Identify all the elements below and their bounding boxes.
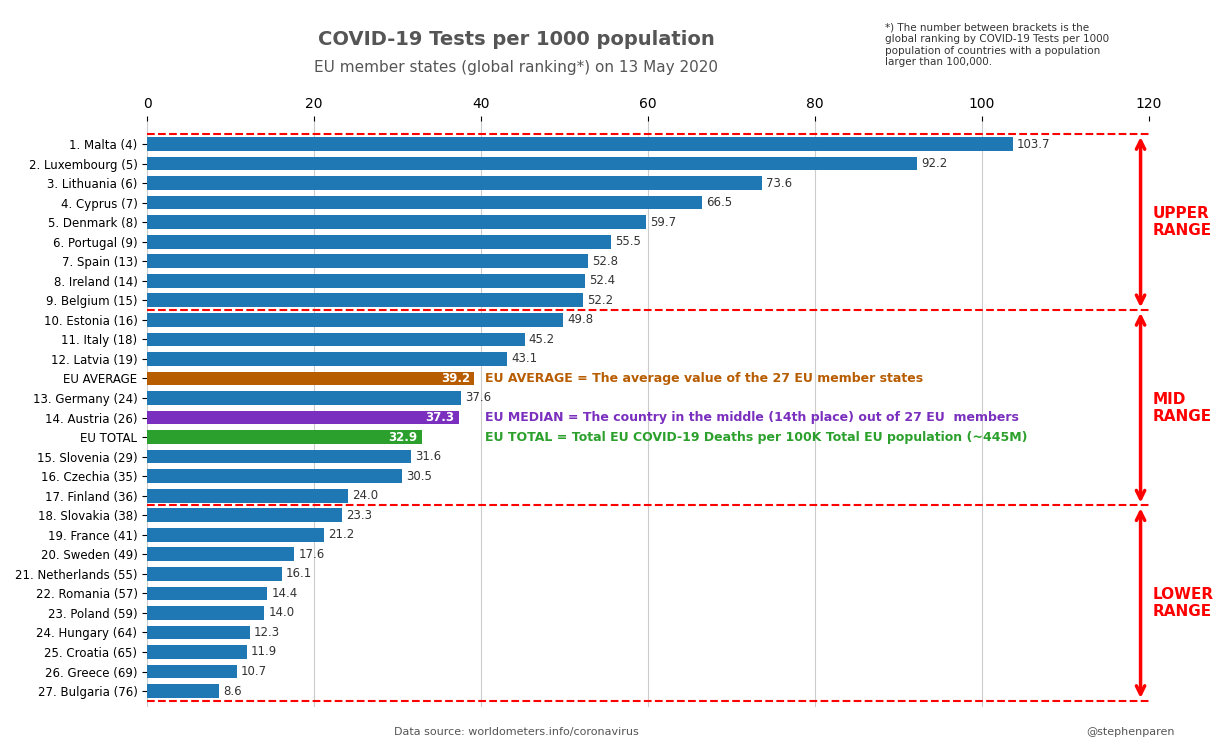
Text: LOWER
RANGE: LOWER RANGE bbox=[1153, 587, 1214, 619]
Text: 21.2: 21.2 bbox=[328, 528, 355, 541]
Bar bbox=[147, 508, 342, 522]
Text: EU member states (global ranking*) on 13 May 2020: EU member states (global ranking*) on 13… bbox=[315, 60, 718, 74]
Bar bbox=[147, 684, 219, 698]
Text: 52.4: 52.4 bbox=[589, 275, 614, 287]
Text: EU AVERAGE = The average value of the 27 EU member states: EU AVERAGE = The average value of the 27… bbox=[485, 372, 923, 385]
Text: @stephenparen: @stephenparen bbox=[1086, 727, 1175, 737]
Text: EU TOTAL = Total EU COVID-19 Deaths per 100K Total EU population (~445M): EU TOTAL = Total EU COVID-19 Deaths per … bbox=[485, 431, 1027, 443]
Bar bbox=[147, 645, 247, 659]
Bar bbox=[147, 606, 264, 620]
Text: 24.0: 24.0 bbox=[351, 489, 377, 502]
Bar bbox=[147, 430, 422, 444]
Text: 59.7: 59.7 bbox=[650, 216, 676, 228]
Text: 52.8: 52.8 bbox=[592, 254, 618, 268]
Text: 30.5: 30.5 bbox=[406, 469, 431, 483]
Bar bbox=[147, 352, 508, 366]
Text: *) The number between brackets is the
global ranking by COVID-19 Tests per 1000
: *) The number between brackets is the gl… bbox=[885, 22, 1109, 67]
Bar bbox=[147, 411, 458, 424]
Text: 92.2: 92.2 bbox=[921, 157, 948, 170]
Text: 37.3: 37.3 bbox=[425, 411, 455, 424]
Text: COVID-19 Tests per 1000 population: COVID-19 Tests per 1000 population bbox=[318, 30, 714, 49]
Bar bbox=[147, 215, 645, 229]
Text: 103.7: 103.7 bbox=[1018, 138, 1051, 150]
Text: 12.3: 12.3 bbox=[254, 626, 280, 639]
Text: 43.1: 43.1 bbox=[511, 353, 537, 365]
Text: 11.9: 11.9 bbox=[251, 646, 277, 658]
Text: 10.7: 10.7 bbox=[241, 665, 267, 678]
Text: 16.1: 16.1 bbox=[286, 568, 312, 580]
Text: 37.6: 37.6 bbox=[466, 391, 492, 405]
Text: 23.3: 23.3 bbox=[345, 509, 372, 522]
Bar bbox=[147, 528, 324, 542]
Text: 39.2: 39.2 bbox=[441, 372, 471, 385]
Bar bbox=[147, 157, 917, 170]
Bar bbox=[147, 176, 762, 190]
Text: 14.0: 14.0 bbox=[268, 606, 295, 620]
Text: 55.5: 55.5 bbox=[614, 235, 640, 248]
Bar bbox=[147, 235, 611, 248]
Bar bbox=[147, 274, 585, 288]
Bar bbox=[147, 489, 348, 502]
Text: 73.6: 73.6 bbox=[766, 176, 791, 190]
Bar bbox=[147, 333, 525, 346]
Text: Data source: worldometers.info/coronavirus: Data source: worldometers.info/coronavir… bbox=[393, 727, 639, 737]
Bar bbox=[147, 586, 268, 600]
Text: 32.9: 32.9 bbox=[388, 431, 418, 443]
Bar bbox=[147, 626, 249, 639]
Bar bbox=[147, 313, 563, 327]
Bar bbox=[147, 293, 583, 307]
Bar bbox=[147, 371, 474, 385]
Text: 66.5: 66.5 bbox=[707, 196, 732, 209]
Text: 31.6: 31.6 bbox=[415, 450, 441, 463]
Bar bbox=[147, 254, 587, 268]
Text: 49.8: 49.8 bbox=[567, 313, 594, 327]
Bar bbox=[147, 391, 461, 405]
Text: 8.6: 8.6 bbox=[224, 684, 242, 698]
Bar bbox=[147, 664, 236, 679]
Bar bbox=[147, 469, 402, 483]
Text: 45.2: 45.2 bbox=[528, 333, 554, 346]
Text: 17.6: 17.6 bbox=[299, 548, 324, 561]
Bar bbox=[147, 567, 281, 580]
Text: UPPER
RANGE: UPPER RANGE bbox=[1153, 206, 1212, 238]
Bar bbox=[147, 137, 1013, 151]
Bar bbox=[147, 548, 294, 561]
Bar bbox=[147, 450, 410, 464]
Text: 52.2: 52.2 bbox=[587, 294, 613, 307]
Text: MID
RANGE: MID RANGE bbox=[1153, 391, 1212, 424]
Text: 14.4: 14.4 bbox=[272, 587, 297, 600]
Bar bbox=[147, 196, 702, 210]
Text: EU MEDIAN = The country in the middle (14th place) out of 27 EU  members: EU MEDIAN = The country in the middle (1… bbox=[485, 411, 1019, 424]
